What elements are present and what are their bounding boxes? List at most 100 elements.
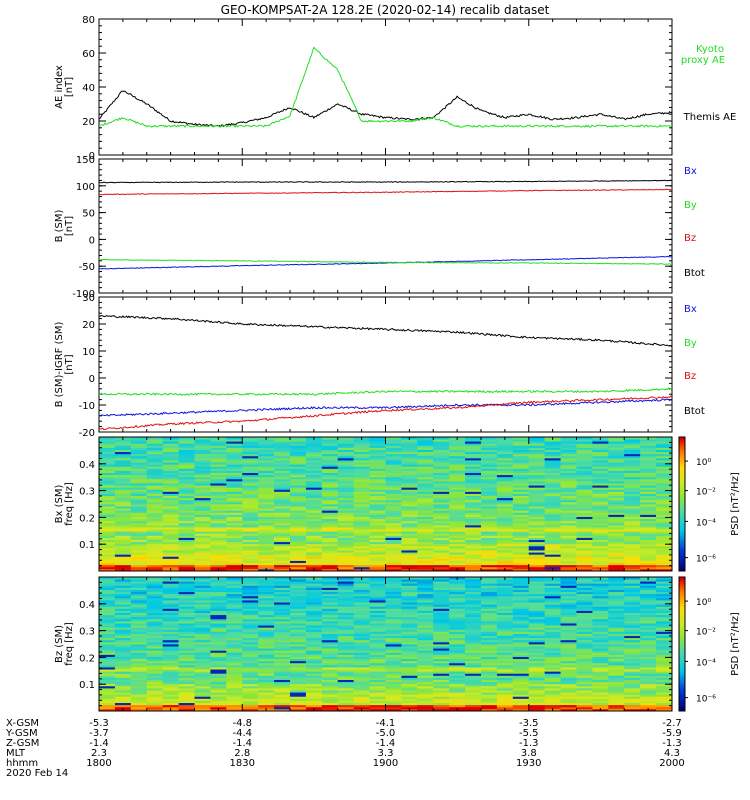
spectrogram-cell	[321, 591, 339, 595]
spectrogram-cell	[481, 641, 498, 645]
spectrogram-cell	[274, 476, 291, 480]
spectrogram-cell	[162, 700, 179, 704]
spectrogram-cell	[305, 646, 323, 649]
spectrogram-cell	[290, 597, 307, 601]
spectrogram-cell	[194, 577, 211, 580]
spectrogram-cell	[449, 562, 466, 566]
spectrogram-cell	[337, 554, 355, 557]
spectrogram-cell	[226, 437, 243, 440]
spectrogram-cell	[290, 480, 307, 484]
spectrogram-cell	[417, 635, 434, 639]
spectrogram-cell	[592, 512, 609, 515]
spectrogram-cell	[274, 474, 291, 478]
spectrogram-cell	[528, 545, 546, 549]
spectrogram-cell	[544, 489, 561, 492]
spectrogram-cell	[258, 558, 275, 561]
spectrogram-cell	[178, 529, 195, 532]
spectrogram-cell	[274, 441, 291, 444]
spectrogram-cell	[465, 660, 482, 664]
spectrogram-cell	[226, 506, 243, 509]
spectrogram-cell	[369, 585, 386, 588]
spectrogram-cell	[385, 618, 402, 622]
spectrogram-cell	[242, 631, 259, 634]
spectrogram-cell	[210, 654, 227, 657]
spectrogram-cell	[290, 499, 307, 503]
spectrogram-cell	[401, 677, 418, 680]
spectrogram-cell	[305, 585, 323, 588]
spectrogram-cell	[624, 547, 641, 551]
spectrogram-cell	[560, 495, 577, 499]
spectrogram-cell	[353, 485, 370, 488]
spectrogram-cell	[274, 585, 291, 588]
spectrogram-cell	[496, 635, 514, 639]
spectrogram-cell	[401, 610, 418, 613]
spectrogram-cell	[162, 595, 179, 599]
spectrogram-cell	[512, 516, 530, 520]
spectrogram-cell	[178, 639, 195, 643]
spectrogram-cell	[576, 512, 593, 515]
spectrogram-cell	[353, 455, 370, 459]
spectrogram-cell	[242, 499, 259, 503]
spectrogram-cell	[178, 618, 195, 622]
spectrogram-cell	[194, 675, 211, 678]
spectrogram-cell	[242, 487, 259, 490]
spectrogram-cell	[385, 547, 402, 551]
spectrogram-cell	[465, 566, 482, 570]
spectrogram-cell	[305, 627, 323, 630]
spectrogram-cell	[417, 671, 434, 674]
spectrogram-cell	[305, 543, 323, 547]
spectrogram-cell	[162, 654, 179, 657]
spectrogram-cell	[608, 489, 625, 492]
spectrogram-cell	[544, 545, 561, 549]
spectrogram-cell	[449, 671, 466, 674]
spectrogram-cell	[385, 658, 402, 662]
colorbar-cell	[679, 526, 685, 530]
spectrogram-cell	[274, 449, 291, 453]
spectrogram-cell	[656, 527, 673, 530]
spectrogram-cell	[226, 639, 243, 643]
spectrogram-cell	[656, 516, 673, 520]
spectrogram-cell	[608, 583, 625, 586]
spectrogram-cell	[465, 662, 482, 666]
spectrogram-cell	[496, 637, 514, 641]
spectrogram-cell	[114, 585, 132, 588]
spectrogram-cell	[130, 658, 148, 662]
spectrogram-cell	[290, 593, 307, 597]
spectrogram-cell	[114, 491, 132, 494]
spectrogram-cell	[465, 677, 482, 680]
spectrogram-cell	[624, 514, 641, 517]
spectrogram-cell	[162, 483, 179, 486]
spectrogram-cell	[449, 476, 466, 480]
spectrogram-cell	[560, 497, 577, 501]
spectrogram-cell	[305, 616, 323, 620]
spectrogram-cell	[656, 562, 673, 566]
spectrogram-cell	[369, 552, 386, 555]
spectrogram-cell	[385, 692, 402, 695]
spectrogram-cell	[290, 493, 307, 497]
spectrogram-cell	[481, 455, 498, 459]
spectrogram-cell	[433, 604, 450, 607]
spectrogram-cell	[481, 489, 498, 492]
spectrogram-cell	[481, 487, 498, 490]
spectrogram-cell	[640, 455, 657, 459]
spectrogram-cell	[337, 472, 355, 476]
spectrogram-cell	[433, 652, 450, 655]
spectrogram-cell	[258, 681, 275, 685]
spectrogram-cell	[608, 633, 625, 637]
spectrogram-cell	[274, 602, 291, 605]
spectrogram-cell	[385, 644, 402, 647]
spectrogram-cell	[640, 531, 657, 534]
spectrogram-cell	[385, 673, 402, 676]
spectrogram-cell	[337, 612, 355, 616]
spectrogram-cell	[369, 522, 386, 526]
spectrogram-cell	[114, 518, 132, 522]
spectrogram-cell	[242, 662, 259, 666]
spectrogram-cell	[417, 610, 434, 613]
spectrogram-cell	[337, 685, 355, 689]
spectrogram-cell	[385, 629, 402, 632]
spectrogram-cell	[401, 620, 418, 624]
spectrogram-cell	[401, 589, 418, 593]
spectrogram-cell	[608, 623, 625, 626]
spectrogram-cell	[385, 671, 402, 674]
spectrogram-cell	[178, 671, 195, 674]
